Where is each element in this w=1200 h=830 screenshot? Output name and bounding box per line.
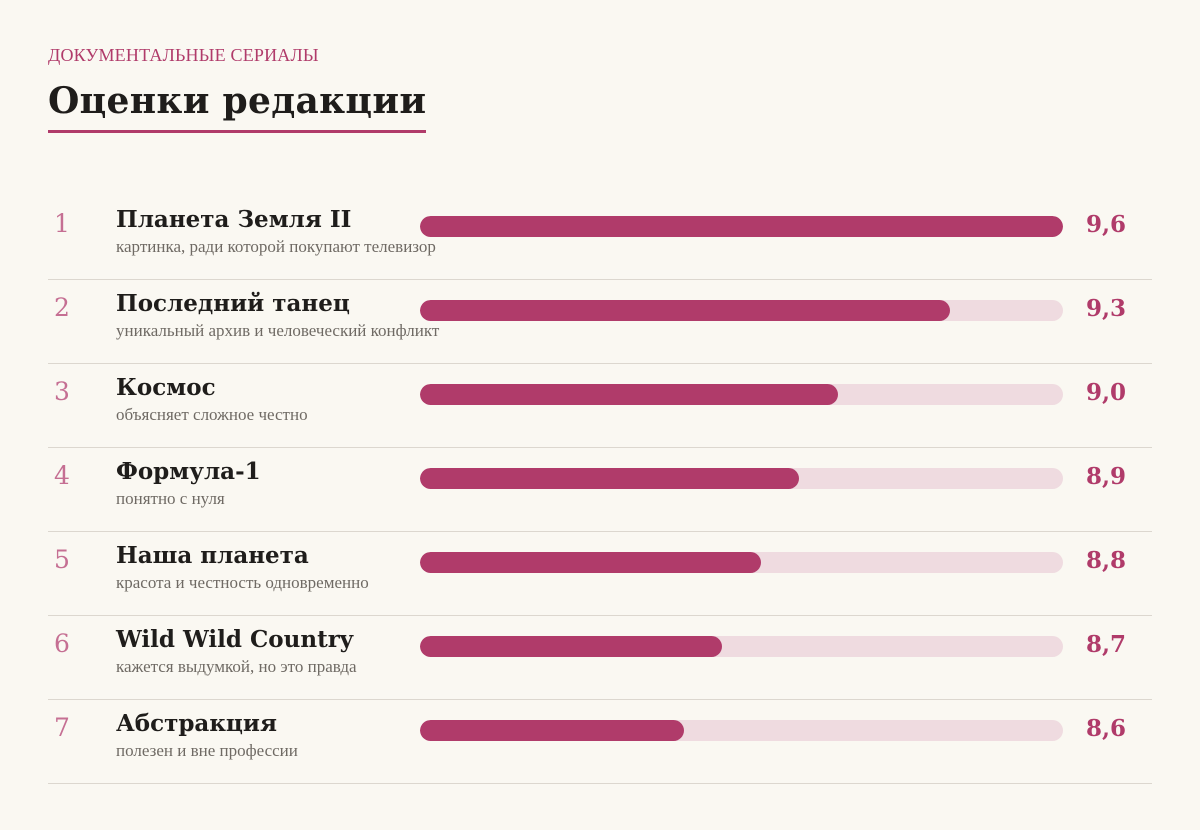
series-title: Абстракция [116, 710, 277, 737]
rating-score: 8,8 [1086, 547, 1127, 574]
rating-row: 2 Последний танец уникальный архив и чел… [48, 280, 1152, 364]
series-title: Наша планета [116, 542, 309, 569]
rating-score: 9,0 [1086, 379, 1127, 406]
section-label: ДОКУМЕНТАЛЬНЫЕ СЕРИАЛЫ [48, 45, 319, 65]
rating-bar-fill [420, 720, 684, 741]
rating-bar-track [420, 720, 1063, 741]
rating-bar-fill [420, 552, 761, 573]
rating-row: 7 Абстракция полезен и вне профессии 8,6 [48, 700, 1152, 784]
series-note: картинка, ради которой покупают телевизо… [116, 237, 436, 256]
rating-row: 3 Космос объясняет сложное честно 9,0 [48, 364, 1152, 448]
rating-bar-track [420, 468, 1063, 489]
rank-number: 1 [54, 209, 70, 238]
series-note: кажется выдумкой, но это правда [116, 657, 357, 676]
rating-bar-track [420, 300, 1063, 321]
rating-score: 9,3 [1086, 295, 1127, 322]
rating-row: 5 Наша планета красота и честность однов… [48, 532, 1152, 616]
rating-bar-track [420, 384, 1063, 405]
rating-row: 1 Планета Земля II картинка, ради которо… [48, 196, 1152, 280]
rating-bar-fill [420, 636, 723, 657]
series-title: Формула-1 [116, 458, 261, 485]
series-title: Космос [116, 374, 216, 401]
page-title: Оценки редакции [48, 78, 427, 133]
rank-number: 7 [54, 713, 70, 742]
page-header: ДОКУМЕНТАЛЬНЫЕ СЕРИАЛЫ Оценки редакции [48, 44, 427, 133]
rating-bar-fill [420, 216, 1063, 237]
rank-number: 4 [54, 461, 70, 490]
rank-number: 5 [54, 545, 70, 574]
series-title: Wild Wild Country [116, 626, 354, 653]
rating-score: 9,6 [1086, 211, 1127, 238]
series-note: полезен и вне профессии [116, 741, 298, 760]
rating-row: 6 Wild Wild Country кажется выдумкой, но… [48, 616, 1152, 700]
rating-bar-fill [420, 384, 838, 405]
rank-number: 6 [54, 629, 70, 658]
rating-bar-fill [420, 468, 800, 489]
rating-score: 8,7 [1086, 631, 1127, 658]
series-note: уникальный архив и человеческий конфликт [116, 321, 440, 340]
rating-bar-fill [420, 300, 951, 321]
series-note: объясняет сложное честно [116, 405, 308, 424]
series-note: красота и честность одновременно [116, 573, 369, 592]
rating-score: 8,6 [1086, 715, 1127, 742]
rank-number: 2 [54, 293, 70, 322]
series-title: Планета Земля II [116, 206, 352, 233]
series-title: Последний танец [116, 290, 350, 317]
ratings-list: 1 Планета Земля II картинка, ради которо… [48, 196, 1152, 784]
rating-row: 4 Формула-1 понятно с нуля 8,9 [48, 448, 1152, 532]
rank-number: 3 [54, 377, 70, 406]
rating-score: 8,9 [1086, 463, 1127, 490]
rating-bar-track [420, 636, 1063, 657]
rating-bar-track [420, 216, 1063, 237]
series-note: понятно с нуля [116, 489, 225, 508]
rating-bar-track [420, 552, 1063, 573]
